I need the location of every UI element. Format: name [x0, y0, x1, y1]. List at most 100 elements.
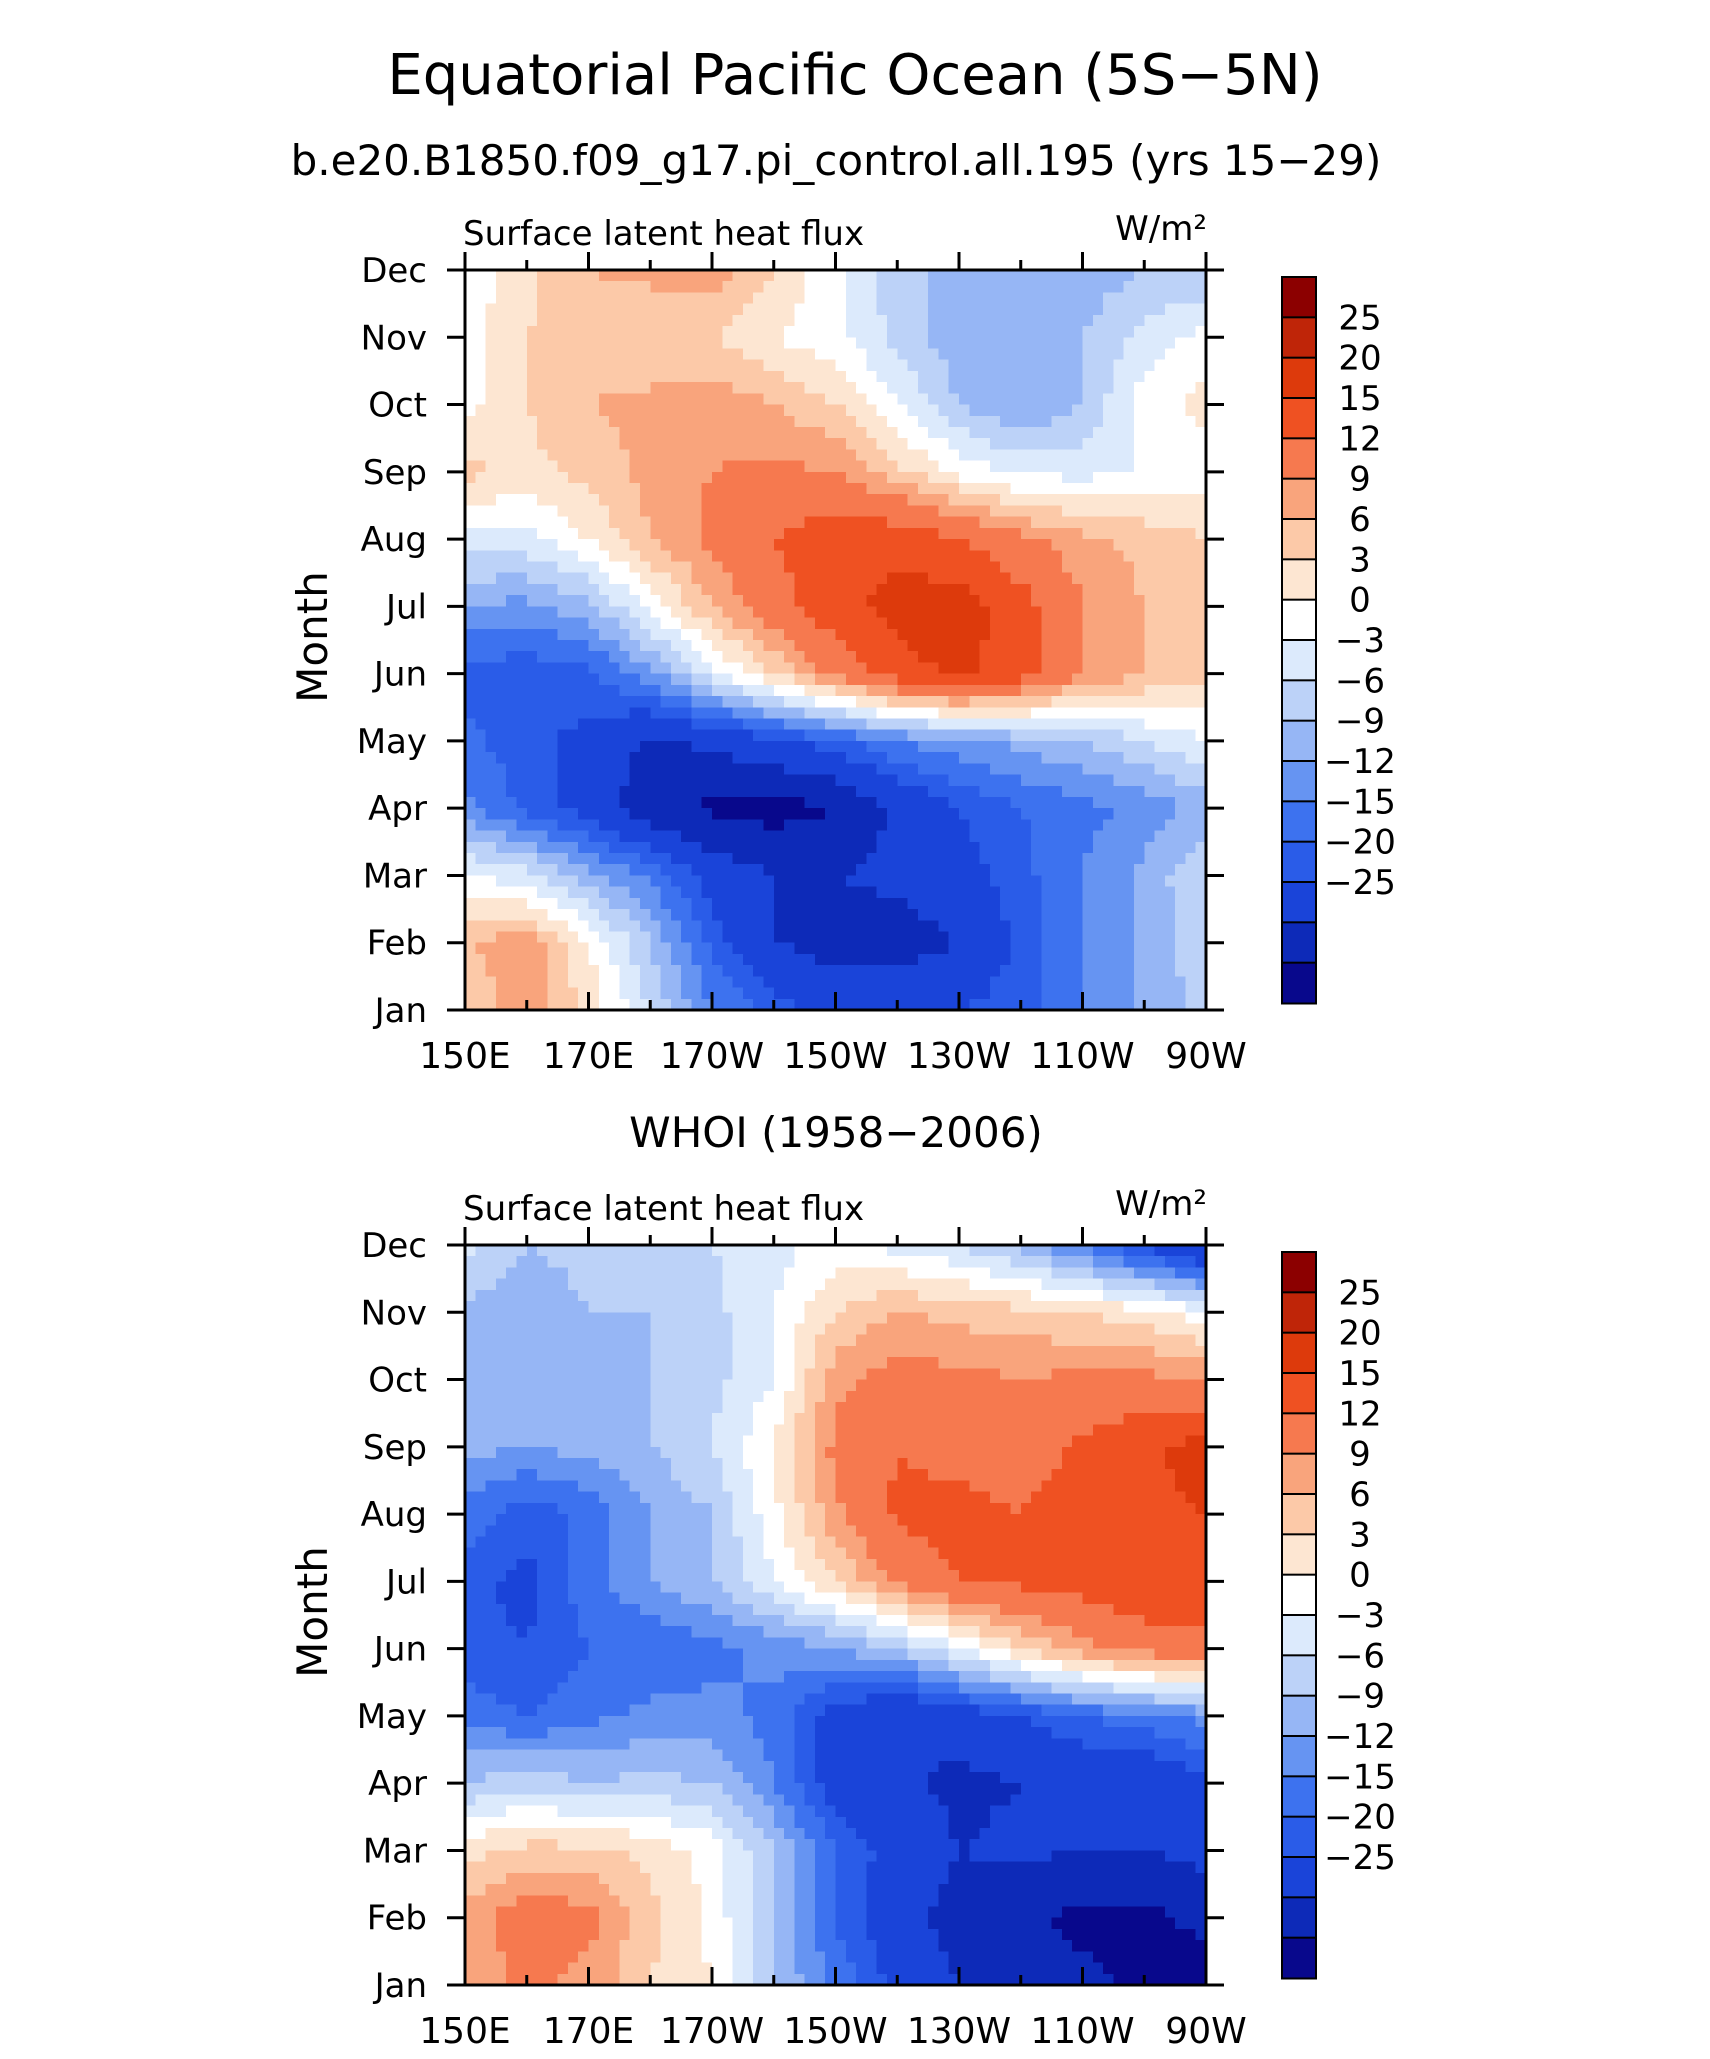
heatmap-cell [557, 942, 569, 955]
heatmap-cell [1061, 359, 1073, 372]
heatmap-cell [732, 438, 744, 450]
heatmap-cell [1000, 415, 1012, 428]
heatmap-cell [1031, 920, 1042, 933]
heatmap-cell [1072, 651, 1084, 664]
heatmap-cell [1175, 404, 1187, 417]
heatmap-cell [619, 897, 631, 910]
heatmap-cell [1164, 516, 1176, 529]
heatmap-cell [701, 729, 713, 742]
heatmap-cell [1175, 382, 1187, 394]
heatmap-cell [742, 337, 754, 350]
heatmap-cell [1154, 539, 1166, 551]
heatmap-cell [732, 796, 744, 809]
heatmap-cell [670, 505, 682, 518]
heatmap-cell [825, 595, 837, 607]
heatmap-cell [938, 796, 950, 809]
heatmap-cell [794, 729, 806, 742]
heatmap-cell [506, 752, 518, 764]
heatmap-cell [701, 438, 713, 450]
heatmap-cell [1061, 875, 1073, 888]
heatmap-cell [825, 651, 837, 664]
heatmap-cell [465, 808, 476, 820]
heatmap-cell [938, 382, 950, 394]
heatmap-cell [742, 808, 754, 820]
heatmap-cell [835, 931, 847, 944]
heatmap-cell [619, 382, 631, 394]
heatmap-cell [547, 853, 559, 865]
heatmap-cell [959, 404, 970, 417]
heatmap-cell [825, 830, 837, 843]
heatmap-cell [485, 819, 497, 832]
heatmap-cell [619, 651, 631, 664]
heatmap-cell [784, 292, 795, 305]
heatmap-cell [784, 953, 795, 966]
heatmap-cell [660, 864, 672, 877]
heatmap-cell [547, 494, 559, 507]
heatmap-cell [742, 483, 754, 495]
heatmap-cell [629, 314, 641, 327]
heatmap-cell [639, 449, 651, 462]
heatmap-cell [1103, 976, 1114, 989]
heatmap-cell [1123, 281, 1135, 294]
heatmap-cell [938, 516, 950, 529]
heatmap-cell [557, 976, 569, 989]
heatmap-cell [1041, 920, 1053, 933]
heatmap-cell [1144, 662, 1156, 675]
heatmap-cell [516, 942, 528, 955]
heatmap-cell [557, 684, 569, 697]
heatmap-cell [712, 617, 723, 630]
heatmap-cell [578, 583, 590, 596]
heatmap-cell [876, 539, 888, 551]
heatmap-cell [1020, 819, 1032, 832]
heatmap-cell [1144, 326, 1156, 338]
heatmap-cell [1000, 326, 1012, 338]
heatmap-cell [742, 909, 754, 921]
heatmap-cell [1175, 875, 1187, 888]
heatmap-cell [1031, 763, 1042, 776]
heatmap-cell [506, 595, 518, 607]
heatmap-cell [876, 841, 888, 854]
heatmap-cell [1185, 1245, 1197, 1257]
heatmap-cell [897, 628, 909, 641]
heatmap-cell [722, 875, 734, 888]
heatmap-cell [485, 785, 497, 798]
heatmap-cell [619, 808, 631, 820]
heatmap-cell [1133, 707, 1145, 720]
heatmap-cell [1072, 516, 1084, 529]
heatmap-cell [1020, 505, 1032, 518]
heatmap-cell [712, 696, 723, 708]
heatmap-cell [1092, 359, 1104, 372]
heatmap-cell [989, 987, 1001, 1000]
heatmap-cell [886, 673, 898, 686]
heatmap-cell [876, 752, 888, 764]
heatmap-cell [557, 729, 569, 742]
heatmap-cell [1000, 617, 1012, 630]
heatmap-cell [1092, 998, 1104, 1011]
heatmap-cell [537, 572, 548, 585]
heatmap-cell [1041, 965, 1053, 977]
heatmap-cell [567, 965, 579, 977]
heatmap-cell [578, 550, 590, 563]
heatmap-cell [835, 539, 847, 551]
heatmap-cell [794, 942, 806, 955]
heatmap-cell [1164, 853, 1176, 865]
heatmap-cell [537, 415, 548, 428]
heatmap-cell [732, 370, 744, 383]
heatmap-cell [1144, 303, 1156, 316]
heatmap-cell [948, 561, 960, 574]
heatmap-cell [1195, 550, 1207, 563]
heatmap-cell [1041, 348, 1053, 361]
heatmap-cell [1175, 348, 1187, 361]
heatmap-cell [825, 853, 837, 865]
heatmap-cell [465, 628, 476, 641]
heatmap-cell [794, 651, 806, 664]
heatmap-cell [1123, 897, 1135, 910]
heatmap-cell [1031, 382, 1042, 394]
heatmap-cell [763, 359, 775, 372]
heatmap-cell [1010, 740, 1022, 753]
heatmap-cell [578, 909, 590, 921]
heatmap-cell [1144, 550, 1156, 563]
heatmap-cell [516, 516, 528, 529]
heatmap-cell [928, 696, 940, 708]
heatmap-cell [1185, 830, 1197, 843]
